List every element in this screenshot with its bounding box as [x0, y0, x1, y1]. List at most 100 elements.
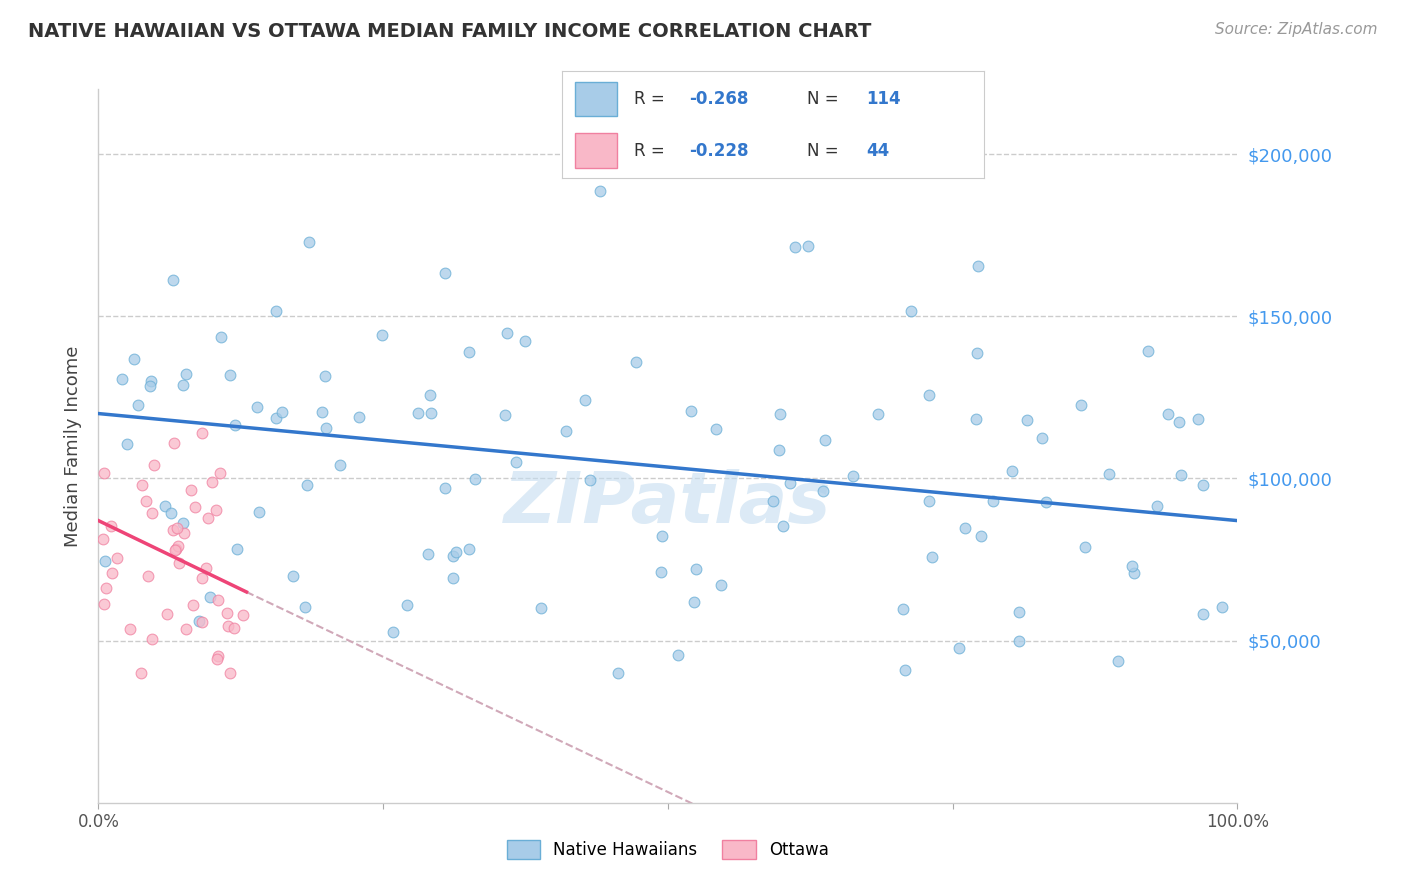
Point	[921, 550, 943, 565]
Point	[418, 547, 440, 561]
Point	[1107, 654, 1129, 668]
Point	[1192, 478, 1215, 492]
Point	[163, 435, 186, 450]
Point	[918, 494, 941, 508]
Point	[813, 433, 835, 447]
Point	[772, 519, 794, 533]
Point	[811, 483, 834, 498]
Point	[174, 622, 197, 636]
Point	[554, 424, 576, 438]
Point	[446, 544, 468, 558]
Point	[217, 619, 239, 633]
Point	[117, 437, 139, 451]
Point	[894, 663, 917, 677]
Point	[419, 388, 441, 402]
Point	[298, 235, 321, 250]
Point	[314, 369, 336, 384]
Text: 44: 44	[866, 142, 890, 160]
Point	[194, 561, 217, 575]
Point	[294, 600, 316, 615]
Point	[900, 303, 922, 318]
Y-axis label: Median Family Income: Median Family Income	[63, 345, 82, 547]
Point	[1123, 566, 1146, 580]
Point	[162, 523, 184, 537]
Point	[315, 420, 337, 434]
Point	[127, 398, 149, 412]
Text: N =: N =	[807, 90, 844, 108]
Point	[970, 529, 993, 543]
Point	[495, 326, 517, 341]
Point	[666, 648, 689, 662]
Point	[222, 621, 245, 635]
Point	[685, 561, 707, 575]
Point	[650, 565, 672, 579]
Point	[190, 615, 212, 629]
Point	[91, 532, 114, 546]
Point	[207, 593, 229, 607]
Point	[966, 346, 988, 360]
Point	[505, 455, 527, 469]
Point	[1146, 499, 1168, 513]
Point	[842, 469, 865, 483]
Point	[163, 543, 186, 558]
Point	[651, 529, 673, 543]
Point	[574, 392, 596, 407]
Point	[967, 259, 990, 273]
Point	[1001, 464, 1024, 478]
Point	[105, 551, 128, 566]
Point	[167, 539, 190, 553]
Point	[201, 475, 224, 489]
Point	[226, 541, 249, 556]
Point	[710, 578, 733, 592]
Point	[122, 351, 145, 366]
Point	[271, 405, 294, 419]
Point	[1121, 558, 1143, 573]
FancyBboxPatch shape	[575, 134, 617, 168]
Point	[191, 425, 214, 440]
Point	[768, 442, 790, 457]
Legend: Native Hawaiians, Ottawa: Native Hawaiians, Ottawa	[501, 833, 835, 866]
Point	[420, 406, 443, 420]
Point	[866, 408, 889, 422]
Point	[198, 590, 221, 604]
Point	[371, 327, 394, 342]
Point	[174, 368, 197, 382]
Point	[329, 458, 352, 473]
Point	[727, 131, 749, 145]
Point	[207, 649, 229, 664]
Point	[101, 566, 124, 581]
Point	[205, 652, 228, 666]
Point	[93, 466, 115, 480]
Point	[183, 500, 205, 515]
Point	[143, 458, 166, 473]
Point	[797, 239, 820, 253]
Point	[297, 478, 319, 492]
Point	[232, 608, 254, 623]
Point	[311, 405, 333, 419]
Point	[434, 266, 457, 280]
Point	[1211, 600, 1233, 615]
Text: R =: R =	[634, 90, 671, 108]
Point	[1035, 495, 1057, 509]
Point	[188, 614, 211, 628]
Point	[159, 506, 181, 520]
Point	[131, 478, 153, 492]
Text: -0.228: -0.228	[689, 142, 748, 160]
Text: 114: 114	[866, 90, 901, 108]
Point	[156, 607, 179, 621]
Point	[247, 506, 270, 520]
Point	[624, 355, 647, 369]
Point	[167, 556, 190, 570]
Point	[191, 571, 214, 585]
Text: -0.268: -0.268	[689, 90, 748, 108]
Point	[441, 549, 464, 564]
Point	[172, 378, 194, 392]
Point	[129, 666, 152, 681]
Point	[953, 521, 976, 535]
Point	[948, 640, 970, 655]
Point	[347, 409, 370, 424]
Point	[173, 526, 195, 541]
Point	[139, 379, 162, 393]
Point	[100, 519, 122, 533]
Point	[673, 158, 696, 172]
